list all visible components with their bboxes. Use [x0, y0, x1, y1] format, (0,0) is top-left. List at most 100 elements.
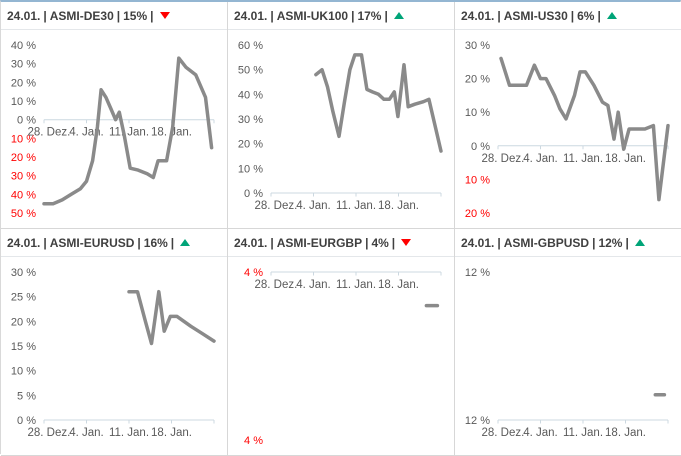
- x-tick-label: 11. Jan.: [109, 127, 149, 139]
- x-tick-label: 28. Dez.: [481, 427, 524, 439]
- trend-up-icon: [634, 239, 645, 246]
- y-tick-label: 0 %: [471, 141, 490, 153]
- chart-header: 24.01. | ASMI-DE30 | 15% |: [1, 2, 227, 30]
- separator: |: [497, 9, 501, 23]
- y-tick-label: 20 %: [465, 208, 490, 220]
- y-tick-label: 10 %: [11, 366, 36, 378]
- chart-panel-asmi-gbpusd[interactable]: 24.01. | ASMI-GBPUSD | 12% | 12 % 12 % 28. Dez. 4…: [455, 229, 681, 456]
- y-tick-label: 20 %: [11, 316, 36, 328]
- x-tick-label: 4. Jan.: [523, 153, 558, 165]
- x-tick-label: 11. Jan.: [563, 153, 603, 165]
- separator: |: [497, 236, 501, 250]
- chart-value: 12%: [598, 236, 623, 250]
- separator: |: [116, 9, 121, 23]
- separator: |: [150, 9, 154, 23]
- x-tick-label: 28. Dez.: [254, 279, 297, 291]
- y-tick-label: 30 %: [11, 267, 36, 279]
- separator: |: [592, 236, 596, 250]
- y-tick-label: 10 %: [465, 107, 490, 119]
- separator: |: [270, 9, 274, 23]
- chart-asmi-de30: 40 % 30 % 20 % 10 % 0 % 10 % 20 % 30 % 40 % 50 % 2…: [11, 40, 215, 220]
- y-tick-label: 20 %: [238, 139, 263, 151]
- y-tick-label: 10 %: [11, 133, 36, 145]
- chart-value: 15%: [123, 9, 148, 23]
- y-tick-label: 10 %: [238, 163, 263, 175]
- y-tick-label: 20 %: [11, 77, 36, 89]
- chart-name: ASMI-EURUSD: [49, 236, 135, 250]
- chart-date: 24.01.: [7, 236, 41, 250]
- chart-name: ASMI-US30: [503, 9, 568, 23]
- x-tick-label: 11. Jan.: [563, 427, 603, 439]
- y-tick-label: 10 %: [11, 96, 36, 108]
- x-tick-label: 28. Dez.: [27, 427, 70, 439]
- separator: |: [43, 9, 47, 23]
- chart-header: 24.01. | ASMI-EURUSD | 16% |: [1, 229, 227, 257]
- y-tick-label: 40 %: [238, 89, 263, 101]
- trend-up-icon: [393, 12, 404, 19]
- x-tick-label: 18. Jan.: [605, 153, 646, 165]
- separator: |: [570, 9, 575, 23]
- y-tick-label: 30 %: [238, 114, 263, 126]
- chart-date: 24.01.: [461, 9, 495, 23]
- y-tick-label: 20 %: [11, 152, 36, 164]
- x-tick-label: 11. Jan.: [336, 279, 376, 291]
- y-tick-label: 40 %: [11, 40, 36, 52]
- chart-name: ASMI-EURGBP: [276, 236, 363, 250]
- trend-down-icon: [159, 12, 170, 19]
- chart-name: ASMI-DE30: [49, 9, 114, 23]
- separator: |: [625, 236, 629, 250]
- y-tick-label: 0 %: [17, 115, 36, 127]
- y-tick-label: 4 %: [244, 435, 263, 447]
- chart-asmi-gbpusd: 12 %12 %28. Dez.4. Jan. 11. Jan. 18. Jan.: [465, 267, 669, 439]
- chart-asmi-uk100: 60 % 50 % 40 % 30 % 20 % 10 % 0 %28. Dez.4. Ja…: [238, 40, 443, 212]
- chart-value: 17%: [357, 9, 382, 23]
- x-tick-label: 28. Dez.: [481, 153, 524, 165]
- chart-panel-asmi-eurusd[interactable]: 24.01. | ASMI-EURUSD | 16% | 30 % 25 % 20 % 15 % 1…: [1, 229, 228, 456]
- y-tick-label: 25 %: [11, 292, 36, 304]
- y-tick-label: 30 %: [465, 40, 490, 52]
- x-tick-label: 4. Jan.: [296, 200, 331, 212]
- separator: |: [170, 236, 175, 250]
- y-tick-label: 20 %: [465, 74, 490, 86]
- chart-asmi-eurgbp: 4 %4 %28. Dez.4. Jan. 11. Jan. 18. Jan.: [244, 267, 442, 447]
- separator: |: [391, 236, 396, 250]
- sparkline-series: [42, 56, 214, 206]
- x-tick-label: 18. Jan.: [378, 279, 419, 291]
- x-tick-label: 4. Jan.: [69, 427, 104, 439]
- y-tick-label: 30 %: [11, 171, 36, 183]
- chart-date: 24.01.: [234, 236, 268, 250]
- y-tick-label: 50 %: [238, 65, 263, 77]
- y-tick-label: 60 %: [238, 40, 263, 52]
- y-tick-label: 10 %: [465, 174, 490, 186]
- chart-date: 24.01.: [461, 236, 495, 250]
- x-tick-label: 18. Jan.: [378, 200, 419, 212]
- chart-panel-asmi-uk100[interactable]: 24.01. | ASMI-UK100 | 17% | 60 % 50 % 40 % 30 % 20…: [228, 2, 455, 229]
- chart-header: 24.01. | ASMI-US30 | 6% |: [455, 2, 681, 30]
- sparkline-series: [127, 289, 216, 346]
- x-tick-label: 11. Jan.: [109, 427, 149, 439]
- chart-panel-asmi-us30[interactable]: 24.01. | ASMI-US30 | 6% | 30 % 20 % 10 % 0 % 10 % 2…: [455, 2, 681, 229]
- chart-asmi-us30: 30 % 20 % 10 % 0 % 10 % 20 % 28. Dez.4. Jan. 11…: [465, 40, 670, 220]
- x-tick-label: 28. Dez.: [27, 127, 70, 139]
- sparkline-series: [314, 53, 443, 153]
- separator: |: [365, 236, 369, 250]
- chart-panel-asmi-eurgbp[interactable]: 24.01. | ASMI-EURGBP | 4% | 4 % 4 % 28. Dez. 4. J…: [228, 229, 455, 456]
- x-tick-label: 4. Jan.: [296, 279, 331, 291]
- chart-name: ASMI-GBPUSD: [503, 236, 590, 250]
- y-tick-label: 0 %: [244, 188, 263, 200]
- y-tick-label: 30 %: [11, 59, 36, 71]
- separator: |: [137, 236, 141, 250]
- chart-header: 24.01. | ASMI-EURGBP | 4% |: [228, 229, 454, 257]
- x-tick-label: 4. Jan.: [523, 427, 558, 439]
- y-tick-label: 5 %: [17, 390, 36, 402]
- chart-panel-asmi-de30[interactable]: 24.01. | ASMI-DE30 | 15% | 40 % 30 % 20 % 10 % 0 %…: [1, 2, 228, 229]
- trend-up-icon: [606, 12, 617, 19]
- y-tick-label: 4 %: [244, 267, 263, 279]
- y-tick-label: 12 %: [465, 267, 490, 279]
- chart-value: 6%: [577, 9, 595, 23]
- sparkline-series: [499, 56, 670, 202]
- trend-up-icon: [180, 239, 191, 246]
- chart-name: ASMI-UK100: [276, 9, 349, 23]
- x-tick-label: 11. Jan.: [336, 200, 376, 212]
- chart-date: 24.01.: [234, 9, 268, 23]
